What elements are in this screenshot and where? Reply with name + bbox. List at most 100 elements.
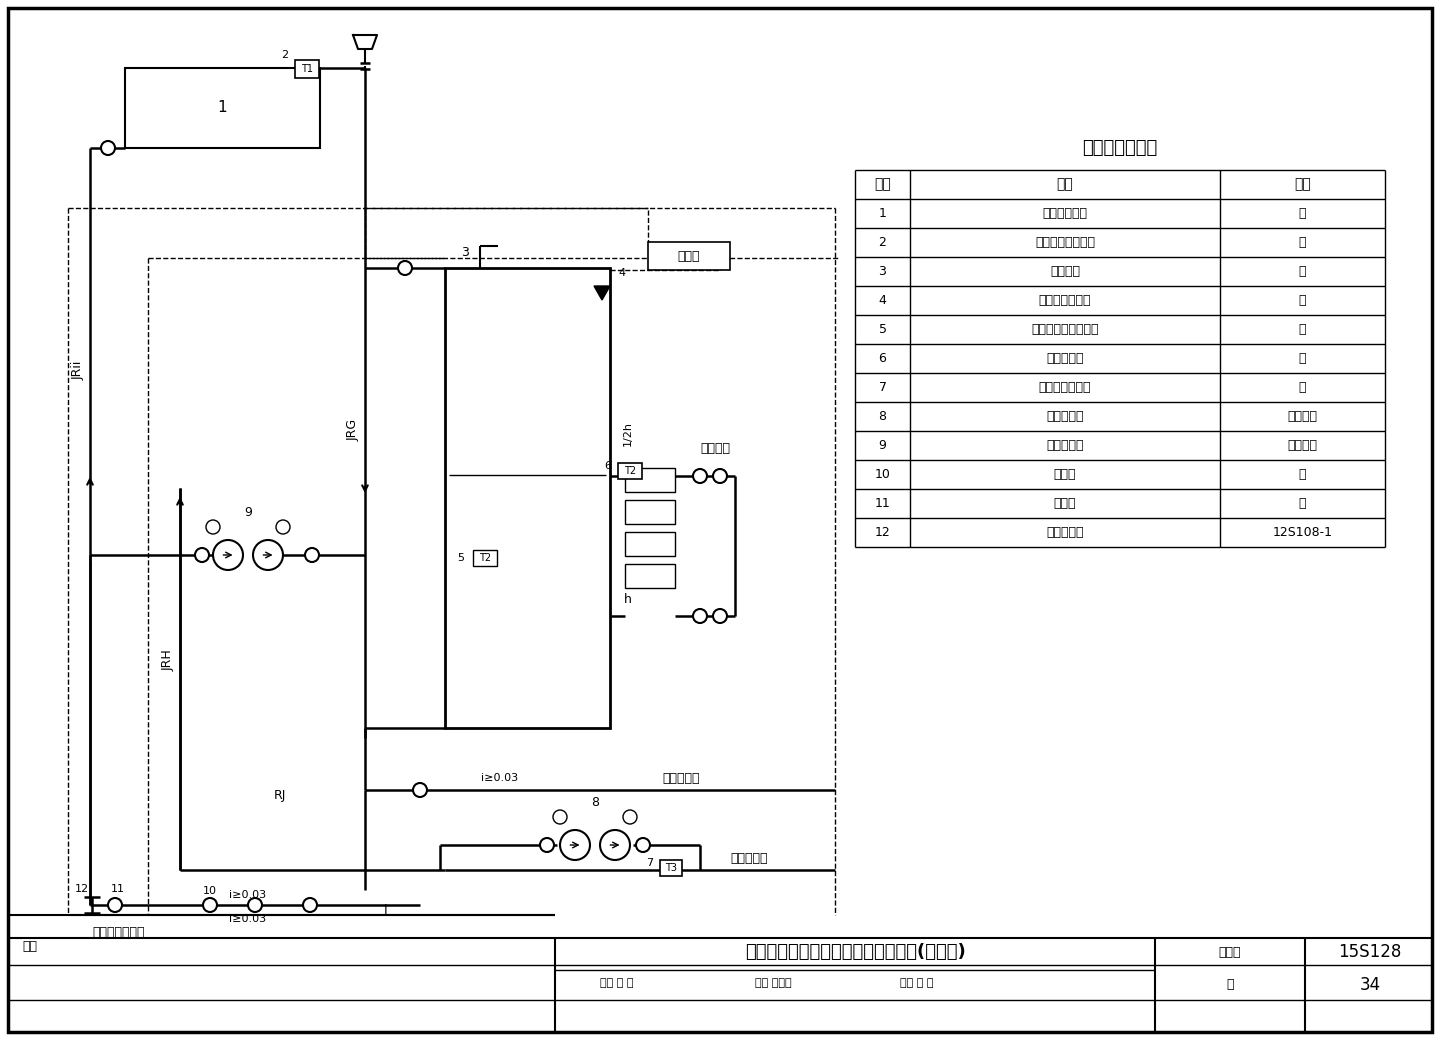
Text: －: － xyxy=(1299,294,1306,307)
Circle shape xyxy=(540,838,554,852)
Text: 10: 10 xyxy=(874,468,890,480)
Text: 5: 5 xyxy=(458,553,465,563)
Circle shape xyxy=(636,838,649,852)
Text: 15S128: 15S128 xyxy=(1338,943,1401,961)
Text: 名称: 名称 xyxy=(1057,178,1073,191)
Text: h: h xyxy=(624,593,632,605)
Text: JRii: JRii xyxy=(72,360,85,380)
Bar xyxy=(618,463,642,479)
Text: 室内: 室内 xyxy=(22,940,37,954)
Text: 水箱液位传感器: 水箱液位传感器 xyxy=(1038,294,1092,307)
Text: 一用一备: 一用一备 xyxy=(1287,410,1318,423)
Text: 2: 2 xyxy=(878,236,887,249)
Circle shape xyxy=(101,141,115,155)
Text: 11: 11 xyxy=(874,497,890,510)
Text: 热水回水管: 热水回水管 xyxy=(730,852,768,864)
Text: －: － xyxy=(1299,497,1306,510)
Text: 6: 6 xyxy=(605,461,612,471)
Text: 9: 9 xyxy=(243,506,252,520)
Text: 序号: 序号 xyxy=(874,178,891,191)
Text: 电动阀: 电动阀 xyxy=(1054,468,1076,480)
Text: 校对 郜怀松: 校对 郜怀松 xyxy=(755,978,792,988)
Bar xyxy=(625,468,675,492)
Text: JRH: JRH xyxy=(161,649,174,671)
Bar xyxy=(648,242,730,270)
Text: 备注: 备注 xyxy=(1295,178,1310,191)
Circle shape xyxy=(600,830,631,860)
Bar xyxy=(445,268,611,728)
Polygon shape xyxy=(595,286,611,300)
Circle shape xyxy=(203,898,217,912)
Circle shape xyxy=(693,469,707,483)
Circle shape xyxy=(713,609,727,623)
Polygon shape xyxy=(353,35,377,49)
Text: 8: 8 xyxy=(590,797,599,809)
Circle shape xyxy=(248,898,262,912)
Text: －: － xyxy=(1299,468,1306,480)
Text: 1: 1 xyxy=(878,207,887,220)
Text: －: － xyxy=(1299,265,1306,278)
Circle shape xyxy=(413,783,428,797)
Text: 4: 4 xyxy=(618,268,625,278)
Circle shape xyxy=(213,540,243,570)
Text: 回水循环泵: 回水循环泵 xyxy=(1047,410,1084,423)
Bar xyxy=(625,564,675,588)
Text: 12: 12 xyxy=(874,526,890,539)
Text: 控制器: 控制器 xyxy=(678,250,700,262)
Bar xyxy=(295,60,320,78)
Text: 储热水箱: 储热水箱 xyxy=(1050,265,1080,278)
Circle shape xyxy=(397,261,412,275)
Circle shape xyxy=(713,469,727,483)
Circle shape xyxy=(253,540,284,570)
Text: 1/2h: 1/2h xyxy=(624,421,634,446)
Text: 8: 8 xyxy=(878,410,887,423)
Text: RJ: RJ xyxy=(274,788,287,802)
Text: 储热水箱温度传感器: 储热水箱温度传感器 xyxy=(1031,323,1099,336)
Text: 回水温度传感器: 回水温度传感器 xyxy=(1038,381,1092,394)
Text: 热水供水管: 热水供水管 xyxy=(662,772,700,784)
Text: T1: T1 xyxy=(301,64,312,74)
Text: 3: 3 xyxy=(461,246,469,260)
Circle shape xyxy=(276,520,289,534)
Text: 图集号: 图集号 xyxy=(1218,945,1241,959)
Text: 4: 4 xyxy=(878,294,887,307)
Text: i≥0.03: i≥0.03 xyxy=(229,914,266,924)
Bar xyxy=(660,860,683,876)
Text: 强制循环单水箱直接加热系统示意图(变水位): 强制循环单水箱直接加热系统示意图(变水位) xyxy=(744,943,965,961)
Text: －: － xyxy=(1299,207,1306,220)
Text: 热媒电动阀: 热媒电动阀 xyxy=(1047,352,1084,365)
Text: 1: 1 xyxy=(217,101,228,115)
Text: 太阳能集热器: 太阳能集热器 xyxy=(1043,207,1087,220)
Text: 3: 3 xyxy=(878,265,887,278)
Circle shape xyxy=(206,520,220,534)
Text: 屋顶冷水供水管: 屋顶冷水供水管 xyxy=(92,926,144,938)
Text: 9: 9 xyxy=(878,439,887,452)
Bar xyxy=(625,500,675,524)
Bar xyxy=(625,532,675,556)
Text: 7: 7 xyxy=(647,858,654,868)
Text: 2: 2 xyxy=(281,50,288,60)
Circle shape xyxy=(108,898,122,912)
Text: 集热器温度传感器: 集热器温度传感器 xyxy=(1035,236,1094,249)
Text: T3: T3 xyxy=(665,863,677,873)
Text: 设计 王 曦: 设计 王 曦 xyxy=(900,978,933,988)
Circle shape xyxy=(560,830,590,860)
Text: 页: 页 xyxy=(1227,979,1234,991)
Bar xyxy=(125,68,320,148)
Text: 7: 7 xyxy=(878,381,887,394)
Text: JRG: JRG xyxy=(347,419,360,441)
Text: T2: T2 xyxy=(480,553,491,563)
Text: 11: 11 xyxy=(111,884,125,894)
Text: 辅助热源: 辅助热源 xyxy=(700,442,730,454)
Text: 审核 张 磊: 审核 张 磊 xyxy=(600,978,634,988)
Circle shape xyxy=(693,609,707,623)
Text: i≥0.03: i≥0.03 xyxy=(229,890,266,900)
Text: －: － xyxy=(1299,381,1306,394)
Text: －: － xyxy=(1299,236,1306,249)
Text: 10: 10 xyxy=(203,886,217,896)
Bar xyxy=(472,550,497,566)
Text: T2: T2 xyxy=(624,466,636,476)
Text: 电动阀: 电动阀 xyxy=(1054,497,1076,510)
Text: 一用一备: 一用一备 xyxy=(1287,439,1318,452)
Text: i≥0.03: i≥0.03 xyxy=(481,773,518,783)
